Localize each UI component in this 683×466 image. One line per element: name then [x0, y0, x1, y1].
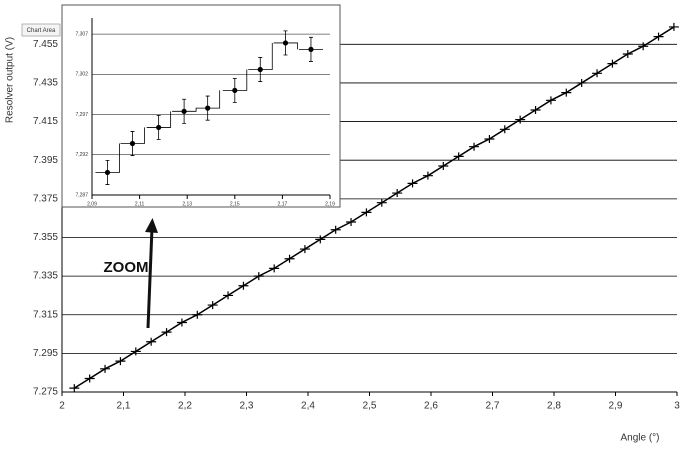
- data-point: [653, 32, 664, 41]
- y-tick-label: 7,297: [75, 112, 88, 118]
- data-point: [376, 198, 387, 207]
- x-tick-label: 2,19: [325, 201, 335, 207]
- y-tick-label: 7.315: [33, 309, 58, 320]
- data-point: [100, 364, 111, 373]
- data-point: [115, 357, 126, 366]
- data-point: [330, 225, 341, 234]
- data-point: [104, 169, 111, 176]
- y-axis-label: Resolver output (V): [5, 37, 16, 123]
- y-tick-label: 7.395: [33, 155, 58, 166]
- y-tick-label: 7.435: [33, 78, 58, 89]
- zoom-arrow: [146, 227, 154, 329]
- y-tick-label: 7.455: [33, 39, 58, 50]
- data-point: [299, 245, 310, 254]
- data-point: [638, 42, 649, 51]
- data-point: [622, 49, 633, 58]
- data-point: [69, 384, 80, 393]
- x-tick-label: 2,17: [278, 201, 288, 207]
- data-point: [238, 281, 249, 290]
- data-point: [346, 218, 357, 227]
- data-point: [176, 318, 187, 327]
- y-tick-label: 7,287: [75, 192, 88, 198]
- data-point: [392, 189, 403, 198]
- y-tick-label: 7,302: [75, 72, 88, 78]
- y-tick-label: 7.335: [33, 271, 58, 282]
- data-point: [282, 40, 289, 46]
- x-tick-label: 2,9: [609, 401, 623, 412]
- y-tick-label: 7,292: [75, 152, 88, 158]
- data-point: [156, 124, 162, 131]
- data-point: [607, 59, 618, 68]
- tooltip: Chart Area: [27, 28, 56, 34]
- x-tick-label: 2,11: [135, 201, 145, 207]
- data-point: [530, 105, 541, 114]
- data-point: [515, 115, 526, 124]
- data-point: [284, 254, 295, 263]
- data-point: [361, 208, 372, 217]
- annotation: ZOOM: [104, 259, 149, 276]
- data-point: [668, 22, 679, 31]
- data-point: [192, 310, 203, 319]
- data-point: [469, 142, 480, 151]
- data-point: [422, 171, 433, 180]
- data-point: [592, 69, 603, 78]
- data-point: [545, 96, 556, 105]
- y-tick-label: 7.415: [33, 116, 58, 127]
- data-point: [161, 328, 172, 337]
- data-point: [561, 88, 572, 97]
- data-point: [232, 87, 238, 94]
- x-tick-label: 2,8: [547, 401, 561, 412]
- data-point: [257, 66, 263, 73]
- data-point: [205, 105, 211, 111]
- data-line: [73, 26, 675, 389]
- data-point: [84, 374, 95, 383]
- x-tick-label: 2,3: [240, 401, 254, 412]
- x-tick-label: 2,6: [424, 401, 438, 412]
- data-point: [181, 108, 187, 114]
- data-point: [484, 134, 495, 143]
- x-tick-label: 2,5: [363, 401, 377, 412]
- data-point: [453, 152, 464, 161]
- y-tick-label: 7.275: [33, 387, 58, 398]
- inset-frame: [61, 4, 341, 208]
- zoom-arrowhead: [145, 218, 158, 233]
- y-tick-label: 7,307: [75, 31, 88, 37]
- x-tick-label: 3: [674, 401, 680, 412]
- data-point: [499, 125, 510, 134]
- x-tick-label: 2,13: [182, 201, 192, 207]
- data-point: [438, 162, 449, 171]
- data-point: [308, 46, 314, 52]
- x-tick-label: 2,2: [178, 401, 192, 412]
- y-tick-label: 7.355: [33, 232, 58, 243]
- data-point: [253, 272, 264, 281]
- data-point: [407, 179, 418, 188]
- data-point: [576, 78, 587, 87]
- x-tick-label: 2,15: [230, 201, 240, 207]
- x-tick-label: 2,09: [87, 201, 97, 207]
- x-tick-label: 2,1: [117, 401, 131, 412]
- x-axis-label: Angle (°): [620, 433, 659, 444]
- tooltip-box: [21, 23, 61, 37]
- y-tick-label: 7.375: [33, 193, 58, 204]
- x-tick-label: 2: [59, 401, 65, 412]
- data-point: [223, 291, 234, 300]
- data-point: [146, 337, 157, 346]
- data-point: [130, 347, 141, 356]
- data-point: [129, 140, 136, 147]
- y-tick-label: 7.295: [33, 348, 58, 359]
- data-point: [269, 264, 280, 273]
- x-tick-label: 2,4: [301, 401, 315, 412]
- data-point: [207, 301, 218, 310]
- x-tick-label: 2,7: [486, 401, 500, 412]
- data-point: [315, 235, 326, 244]
